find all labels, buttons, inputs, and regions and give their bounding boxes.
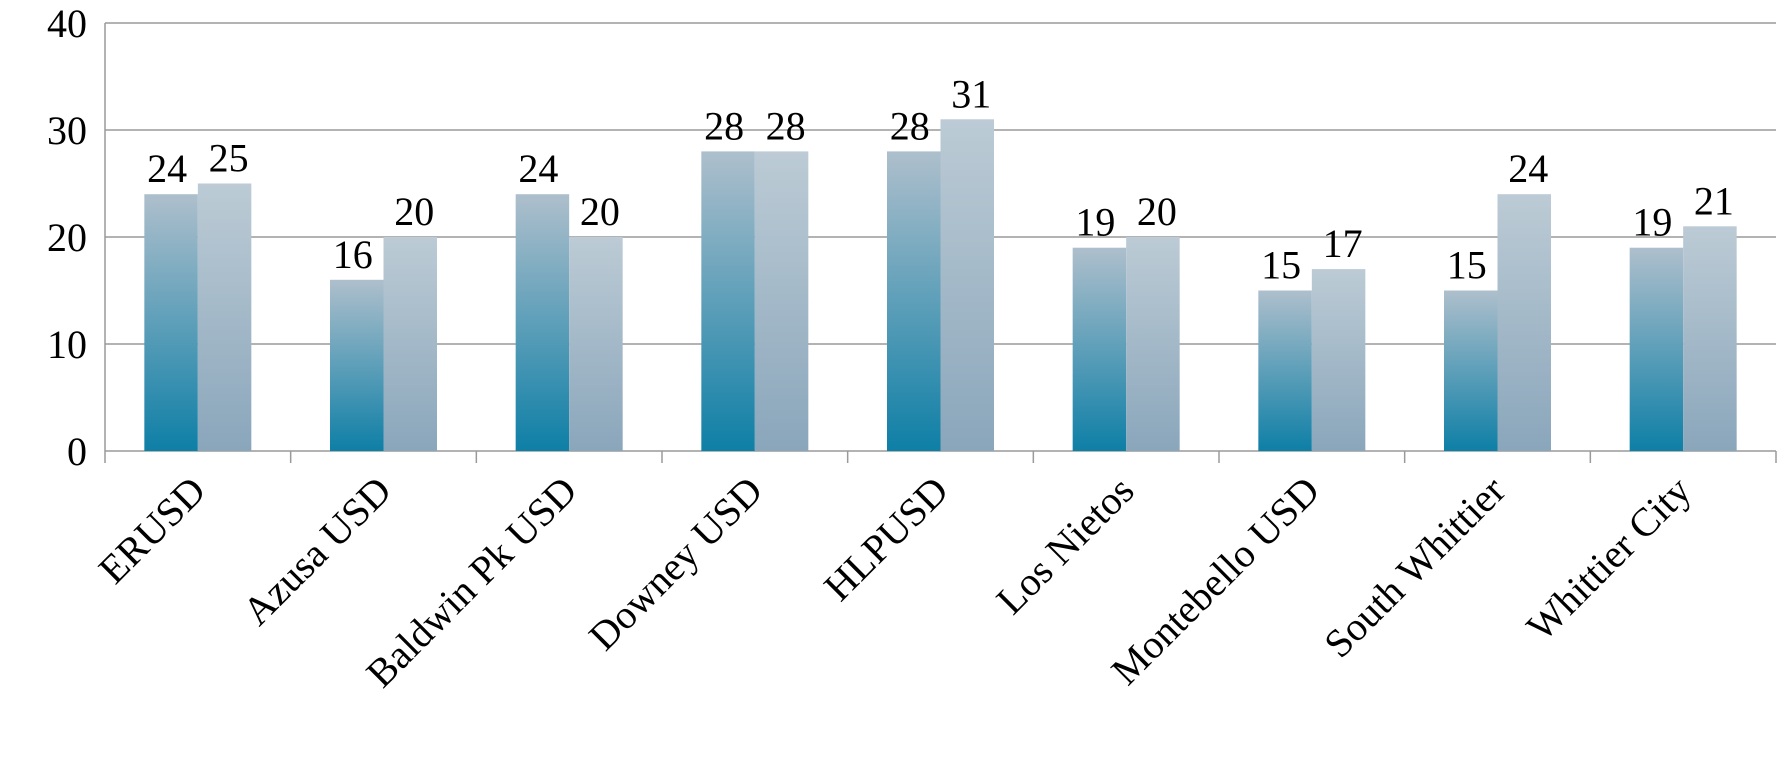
y-tick-label: 40 — [47, 1, 87, 46]
data-label: 20 — [580, 189, 620, 234]
data-label: 25 — [209, 136, 249, 181]
x-tick-label: ERUSD — [90, 468, 215, 593]
data-label: 24 — [518, 146, 558, 191]
data-label: 21 — [1694, 178, 1734, 223]
y-tick-label: 10 — [47, 322, 87, 367]
data-label: 19 — [1075, 200, 1115, 245]
bar — [1072, 247, 1127, 451]
x-tick-label: South Whittier — [1315, 468, 1514, 667]
x-tick-label: Whittier City — [1518, 468, 1700, 650]
data-label: 31 — [951, 71, 991, 116]
data-label: 20 — [1137, 189, 1177, 234]
bar — [1497, 194, 1551, 451]
bar — [1126, 237, 1180, 451]
bar — [701, 151, 755, 451]
data-label: 24 — [147, 146, 187, 191]
x-tick-label: Downey USD — [580, 468, 771, 659]
bar — [1258, 290, 1312, 451]
y-tick-label: 0 — [67, 429, 87, 474]
x-tick-label: HLPUSD — [815, 468, 957, 610]
bar — [754, 151, 809, 451]
y-tick-label: 30 — [47, 108, 87, 153]
bar — [144, 194, 198, 451]
data-label: 28 — [890, 103, 930, 148]
data-label: 19 — [1632, 200, 1672, 245]
x-tick-label: Azusa USD — [234, 468, 400, 634]
data-label: 24 — [1508, 146, 1548, 191]
bar — [515, 194, 570, 451]
data-label: 16 — [333, 232, 373, 277]
bar — [569, 237, 623, 451]
data-label: 28 — [704, 103, 744, 148]
bar — [1444, 290, 1498, 451]
bar — [1311, 269, 1366, 451]
bar — [940, 119, 994, 452]
bar — [383, 237, 437, 451]
data-label: 20 — [394, 189, 434, 234]
bar — [197, 183, 252, 451]
x-tick-label: Los Nietos — [987, 468, 1142, 623]
data-label: 15 — [1261, 243, 1301, 288]
bar — [330, 279, 384, 451]
data-label: 17 — [1323, 221, 1363, 266]
y-tick-label: 20 — [47, 215, 87, 260]
bar — [1629, 247, 1684, 451]
bar — [887, 151, 941, 451]
data-label: 15 — [1447, 243, 1487, 288]
data-label: 28 — [766, 103, 806, 148]
bar — [1683, 226, 1737, 451]
